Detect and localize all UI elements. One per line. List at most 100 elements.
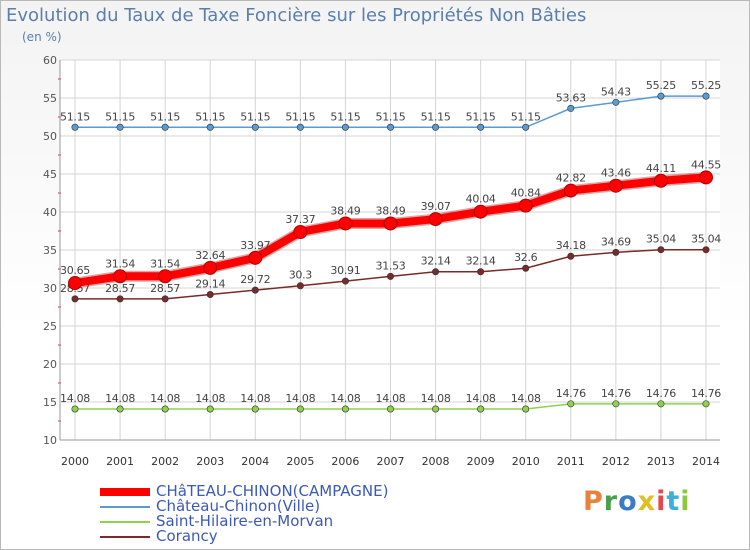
x-tick-label: 2004 xyxy=(241,455,269,468)
data-point xyxy=(116,123,124,131)
data-point xyxy=(71,405,79,413)
data-point xyxy=(251,123,259,131)
data-label: 35.04 xyxy=(691,233,721,246)
data-label: 35.04 xyxy=(646,233,676,246)
data-label: 38.49 xyxy=(376,204,406,217)
data-label: 33.97 xyxy=(240,239,270,252)
data-label: 29.14 xyxy=(195,278,225,291)
data-point xyxy=(522,264,530,272)
data-point xyxy=(612,400,620,408)
data-label: 51.15 xyxy=(330,110,360,123)
data-label: 43.46 xyxy=(601,167,631,180)
data-point xyxy=(702,400,710,408)
data-label: 14.08 xyxy=(240,392,270,405)
data-point xyxy=(567,252,575,260)
series-2: 14.08 14.08 14.08 14.08 14.08 14.08 14.08 14.08… xyxy=(60,387,722,413)
data-label: 14.76 xyxy=(646,387,676,400)
logo-letter: t xyxy=(666,486,681,517)
data-point xyxy=(473,204,488,219)
y-tick-label: 55 xyxy=(43,92,57,105)
data-point xyxy=(296,123,304,131)
proxiti-logo: Proxiti xyxy=(583,486,691,517)
data-label: 51.15 xyxy=(466,110,496,123)
data-point xyxy=(477,268,485,276)
data-label: 51.15 xyxy=(376,110,406,123)
data-point xyxy=(432,268,440,276)
data-point xyxy=(699,170,713,185)
data-point xyxy=(653,173,668,188)
data-point xyxy=(71,295,79,303)
data-label: 51.15 xyxy=(60,110,90,123)
data-point xyxy=(203,260,218,275)
data-point xyxy=(206,291,214,299)
data-label: 14.08 xyxy=(376,392,406,405)
data-label: 51.15 xyxy=(105,110,135,123)
data-point xyxy=(702,246,710,254)
legend-swatch xyxy=(100,520,150,523)
data-label: 32.14 xyxy=(466,255,496,268)
data-label: 51.15 xyxy=(285,110,315,123)
logo-letter: x xyxy=(637,486,657,517)
legend-swatch xyxy=(100,535,150,538)
data-point xyxy=(612,98,620,106)
data-point xyxy=(116,405,124,413)
y-tick-label: 60 xyxy=(43,54,57,67)
data-label: 14.08 xyxy=(285,392,315,405)
data-label: 14.76 xyxy=(691,387,721,400)
x-tick-label: 2006 xyxy=(331,455,359,468)
data-label: 14.08 xyxy=(105,392,135,405)
data-label: 38.49 xyxy=(330,204,360,217)
legend-label: Saint-Hilaire-en-Morvan xyxy=(156,512,334,530)
y-tick-label: 20 xyxy=(43,358,57,371)
data-label: 30.65 xyxy=(60,264,90,277)
data-label: 55.25 xyxy=(691,79,721,92)
legend-swatch xyxy=(100,505,150,508)
data-point xyxy=(341,123,349,131)
data-label: 55.25 xyxy=(646,79,676,92)
data-point xyxy=(383,216,398,231)
data-label: 14.08 xyxy=(330,392,360,405)
data-point xyxy=(68,276,82,291)
logo-letter: r xyxy=(603,486,619,517)
x-tick-label: 2005 xyxy=(286,455,314,468)
data-point xyxy=(251,286,259,294)
data-point xyxy=(567,104,575,112)
logo-letter: i xyxy=(680,486,691,517)
series-1: 51.15 51.15 51.15 51.15 51.15 51.15 51.15 51.15… xyxy=(60,79,722,131)
data-label: 30.3 xyxy=(289,269,313,282)
data-label: 51.15 xyxy=(150,110,180,123)
data-label: 40.84 xyxy=(511,187,541,200)
data-point xyxy=(206,123,214,131)
data-point xyxy=(612,248,620,256)
data-point xyxy=(296,282,304,290)
data-label: 14.08 xyxy=(511,392,541,405)
data-point xyxy=(161,123,169,131)
logo-letter: P xyxy=(583,486,604,517)
data-label: 54.43 xyxy=(601,85,631,98)
data-label: 51.15 xyxy=(511,110,541,123)
x-tick-label: 2010 xyxy=(512,455,540,468)
data-label: 31.54 xyxy=(150,257,180,270)
data-label: 51.15 xyxy=(195,110,225,123)
legend-item: Saint-Hilaire-en-Morvan xyxy=(100,514,388,529)
y-tick-label: 25 xyxy=(43,320,57,333)
x-tick-label: 2003 xyxy=(196,455,224,468)
data-label: 51.15 xyxy=(240,110,270,123)
data-label: 32.64 xyxy=(195,249,225,262)
legend-label: Corancy xyxy=(156,527,218,545)
data-point xyxy=(432,123,440,131)
data-label: 42.82 xyxy=(556,172,586,185)
data-point xyxy=(248,250,263,265)
y-tick-label: 15 xyxy=(43,396,57,409)
chart-legend: CHâTEAU-CHINON(CAMPAGNE) Château-Chinon(V… xyxy=(100,484,388,544)
chart-subtitle: (en %) xyxy=(22,30,62,44)
data-point xyxy=(296,405,304,413)
data-label: 14.08 xyxy=(150,392,180,405)
data-point xyxy=(477,405,485,413)
series-0: 30.65 31.54 31.54 32.64 33.97 37.37 38.49 38.49… xyxy=(60,158,722,291)
data-point xyxy=(71,123,79,131)
data-label: 28.57 xyxy=(150,282,180,295)
x-tick-label: 2002 xyxy=(151,455,179,468)
data-point xyxy=(702,92,710,100)
